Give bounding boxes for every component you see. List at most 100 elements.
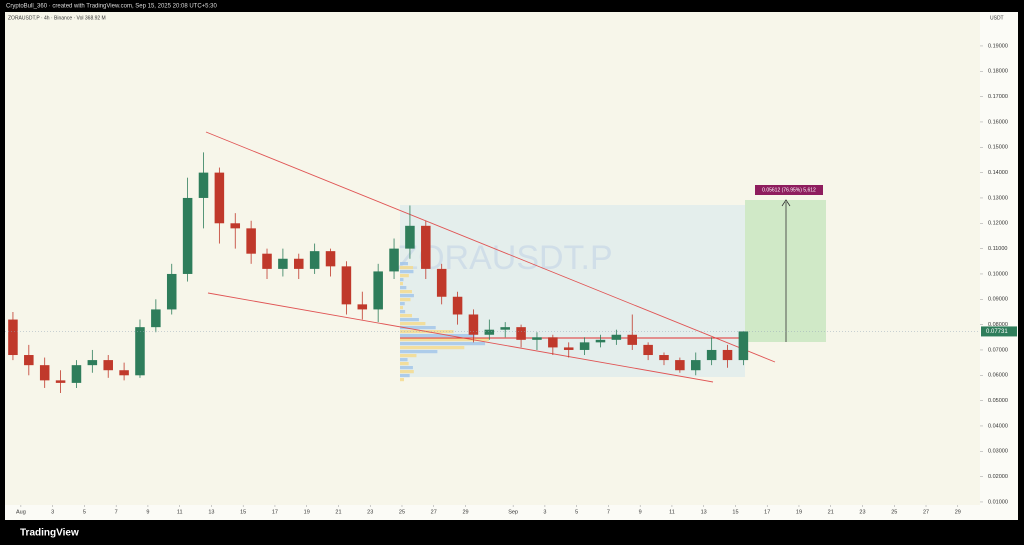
x-tick-label: 25	[891, 509, 897, 515]
x-tick-label: 21	[335, 509, 341, 515]
y-tick-label: 0.08000	[988, 322, 1008, 328]
measure-box	[755, 185, 823, 195]
candle-body	[484, 329, 495, 335]
profile-bar	[400, 310, 406, 314]
header: CryptoBull_360 · created with TradingVie…	[6, 4, 218, 10]
profile-bar	[400, 318, 419, 322]
candle-body	[500, 327, 510, 330]
candle-body	[627, 334, 638, 345]
candle-body	[341, 266, 352, 305]
y-tick-label: 0.18000	[988, 69, 1008, 75]
trendline-upper	[205, 131, 776, 363]
profile-bar	[400, 298, 411, 302]
candle-body	[579, 342, 590, 350]
x-tick-label: 5	[575, 509, 578, 515]
profile-bar	[400, 302, 405, 306]
profile-bar	[400, 262, 408, 266]
profile-bar	[400, 274, 409, 278]
candle-body	[706, 349, 717, 361]
candle-body	[230, 223, 241, 229]
candle-body	[405, 225, 415, 249]
profile-bar	[400, 342, 486, 346]
y-tick-label: 0.16000	[988, 119, 1008, 125]
candle-body	[24, 355, 34, 366]
y-tick-label: 0.12000	[988, 221, 1008, 227]
x-tick-label: 17	[272, 509, 278, 515]
x-tick-label: 9	[639, 509, 642, 515]
y-tick-label: 0.03000	[988, 449, 1008, 455]
candle-body	[294, 258, 304, 269]
profile-bar	[400, 282, 403, 286]
candle-body	[8, 319, 18, 356]
candle-body	[675, 360, 685, 371]
profile-bar	[400, 366, 413, 370]
candle-body	[214, 172, 225, 224]
profile-bar	[400, 306, 403, 310]
y-tick-label: 0.05000	[988, 398, 1008, 404]
x-tick-label: 19	[796, 509, 802, 515]
candle-body	[278, 258, 288, 269]
candle-body	[468, 314, 479, 335]
x-tick-label: Sep	[508, 509, 518, 515]
profile-bar	[400, 354, 417, 358]
legend: ZORAUSDT.P · 4h · Binance · Vol 368.92 M	[8, 15, 106, 21]
profile-bar	[400, 378, 405, 382]
profile-bar	[400, 322, 426, 326]
y-tick-label: 0.01000	[988, 499, 1008, 505]
candle-body	[611, 334, 622, 340]
candle-body	[198, 172, 209, 198]
y-tick-label: 0.11000	[988, 246, 1007, 252]
candle-body	[55, 380, 66, 383]
profile-bar	[400, 266, 414, 270]
x-tick-label: Aug	[16, 509, 26, 515]
x-tick-label: 7	[115, 509, 118, 515]
candle-body	[87, 360, 98, 366]
trendline-lower	[207, 292, 714, 383]
candle-body	[722, 349, 733, 361]
candle-body	[166, 273, 177, 310]
last-price-label: 0.07731	[986, 329, 1008, 335]
candle-body	[39, 365, 50, 381]
profile-bar	[400, 286, 407, 290]
candle-body	[690, 360, 701, 371]
profile-bar	[400, 346, 465, 350]
candle-body	[309, 251, 320, 269]
x-tick-label: 9	[146, 509, 149, 515]
candle-body	[532, 337, 542, 340]
x-tick-label: 3	[51, 509, 54, 515]
watermark: ZORAUSDT.P	[397, 239, 612, 277]
profile-bar	[400, 338, 489, 342]
x-tick-label: 25	[399, 509, 405, 515]
time-axis	[5, 505, 980, 520]
y-unit: USDT	[990, 15, 1004, 21]
profile-bar	[400, 326, 436, 330]
x-tick-label: 11	[177, 509, 183, 515]
candle-body	[421, 225, 431, 269]
candle-body	[151, 309, 161, 328]
candle-body	[373, 271, 383, 310]
candle-body	[516, 327, 526, 340]
x-tick-label: 21	[828, 509, 834, 515]
y-tick-label: 0.06000	[988, 373, 1008, 379]
y-tick-label: 0.14000	[988, 170, 1008, 176]
candle-body	[548, 337, 558, 348]
price-axis	[980, 12, 1018, 520]
profile-bar	[400, 334, 476, 338]
arrow-head	[781, 199, 791, 207]
candle-body	[325, 251, 336, 267]
profile-bar	[400, 350, 438, 354]
candle-body	[452, 296, 463, 315]
y-tick-label: 0.15000	[988, 145, 1008, 151]
y-tick-label: 0.10000	[988, 271, 1008, 277]
x-tick-label: 19	[304, 509, 310, 515]
candle-body	[659, 355, 669, 361]
range-box	[400, 205, 745, 377]
candle-body	[389, 248, 399, 272]
candle-body	[738, 331, 749, 361]
x-tick-label: 13	[208, 509, 214, 515]
x-tick-label: 23	[367, 509, 373, 515]
x-tick-label: 29	[955, 509, 961, 515]
profile-bar	[400, 278, 404, 282]
x-tick-label: 11	[669, 509, 675, 515]
